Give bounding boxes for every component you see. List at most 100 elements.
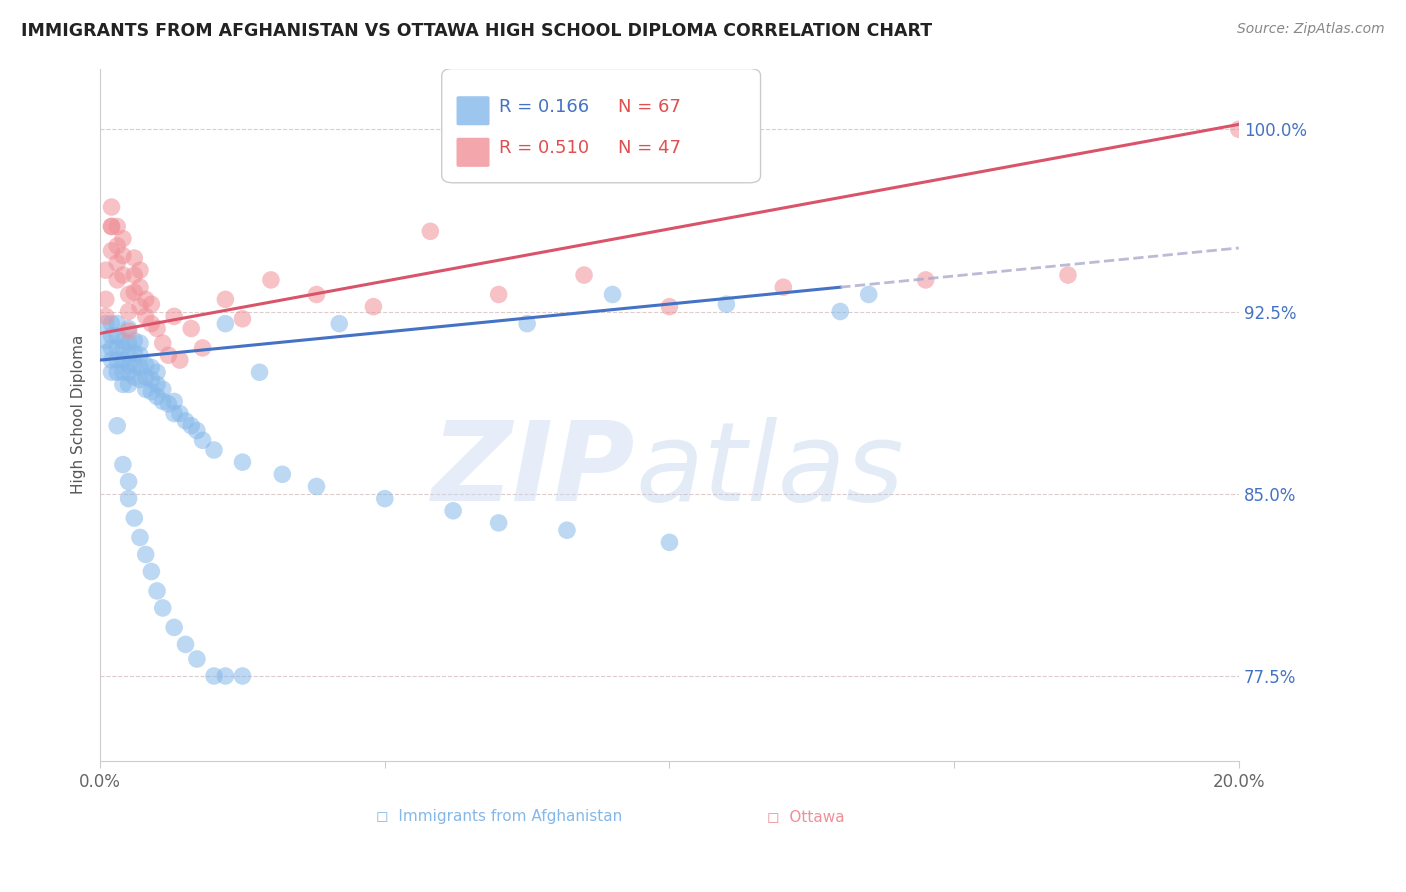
Point [94, 263, 117, 277]
Point [146, 377, 169, 392]
Point [572, 268, 595, 282]
Point [152, 382, 174, 396]
Point [141, 317, 163, 331]
Point [441, 504, 464, 518]
Point [1057, 268, 1080, 282]
Point [146, 583, 169, 598]
Point [186, 424, 208, 438]
Point [105, 239, 128, 253]
Point [105, 328, 128, 343]
Point [105, 418, 128, 433]
Point [117, 304, 139, 318]
Point [658, 300, 681, 314]
Point [105, 353, 128, 368]
Point [135, 548, 157, 562]
Point [163, 394, 186, 409]
Point [117, 475, 139, 489]
Point [271, 467, 294, 482]
Point [117, 377, 139, 392]
Point [1227, 122, 1250, 136]
Text: ZIP: ZIP [432, 417, 636, 524]
Point [260, 273, 283, 287]
Text: R = 0.510: R = 0.510 [499, 139, 589, 157]
Point [111, 232, 134, 246]
Text: ◻  Immigrants from Afghanistan: ◻ Immigrants from Afghanistan [375, 809, 621, 824]
Point [146, 365, 169, 379]
Point [94, 346, 117, 360]
Text: ◻  Ottawa: ◻ Ottawa [768, 809, 845, 824]
Point [363, 300, 385, 314]
Point [105, 273, 128, 287]
Point [152, 394, 174, 409]
Point [146, 390, 169, 404]
Point [124, 334, 146, 348]
Point [100, 353, 122, 368]
Point [117, 348, 139, 362]
Point [124, 358, 146, 372]
Point [141, 384, 163, 399]
Point [100, 365, 122, 379]
Point [214, 293, 236, 307]
Point [124, 251, 146, 265]
Point [163, 310, 186, 324]
Point [117, 324, 139, 338]
Point [129, 348, 152, 362]
Point [100, 219, 122, 234]
Point [129, 531, 152, 545]
Point [100, 244, 122, 258]
Point [105, 365, 128, 379]
Point [830, 304, 852, 318]
Point [129, 360, 152, 375]
Point [94, 334, 117, 348]
Point [716, 297, 738, 311]
Point [555, 523, 578, 537]
Point [135, 382, 157, 396]
Point [163, 620, 186, 634]
Point [328, 317, 350, 331]
Point [191, 341, 214, 355]
Point [111, 341, 134, 355]
Point [157, 348, 180, 362]
Point [772, 280, 794, 294]
Point [180, 321, 202, 335]
Point [146, 321, 169, 335]
Text: IMMIGRANTS FROM AFGHANISTAN VS OTTAWA HIGH SCHOOL DIPLOMA CORRELATION CHART: IMMIGRANTS FROM AFGHANISTAN VS OTTAWA HI… [21, 22, 932, 40]
Point [111, 334, 134, 348]
Point [135, 293, 157, 307]
Point [111, 268, 134, 282]
Point [214, 317, 236, 331]
Point [105, 341, 128, 355]
Point [111, 249, 134, 263]
Point [100, 219, 122, 234]
FancyBboxPatch shape [457, 96, 489, 125]
Point [129, 263, 152, 277]
Point [111, 377, 134, 392]
Point [94, 293, 117, 307]
Point [117, 358, 139, 372]
Y-axis label: High School Diploma: High School Diploma [72, 335, 86, 494]
Point [157, 397, 180, 411]
Point [117, 321, 139, 335]
Point [602, 287, 624, 301]
Point [105, 317, 128, 331]
Point [94, 310, 117, 324]
Point [180, 418, 202, 433]
Point [249, 365, 271, 379]
Point [129, 280, 152, 294]
Text: R = 0.166: R = 0.166 [499, 97, 589, 116]
Point [100, 328, 122, 343]
Point [174, 637, 197, 651]
Point [129, 300, 152, 314]
Point [191, 434, 214, 448]
Point [858, 287, 880, 301]
Point [111, 365, 134, 379]
Text: atlas: atlas [636, 417, 904, 524]
Point [231, 455, 253, 469]
Text: N = 47: N = 47 [619, 139, 682, 157]
Point [124, 285, 146, 299]
Point [174, 414, 197, 428]
Point [117, 491, 139, 506]
Point [305, 287, 328, 301]
Point [135, 310, 157, 324]
Point [141, 297, 163, 311]
